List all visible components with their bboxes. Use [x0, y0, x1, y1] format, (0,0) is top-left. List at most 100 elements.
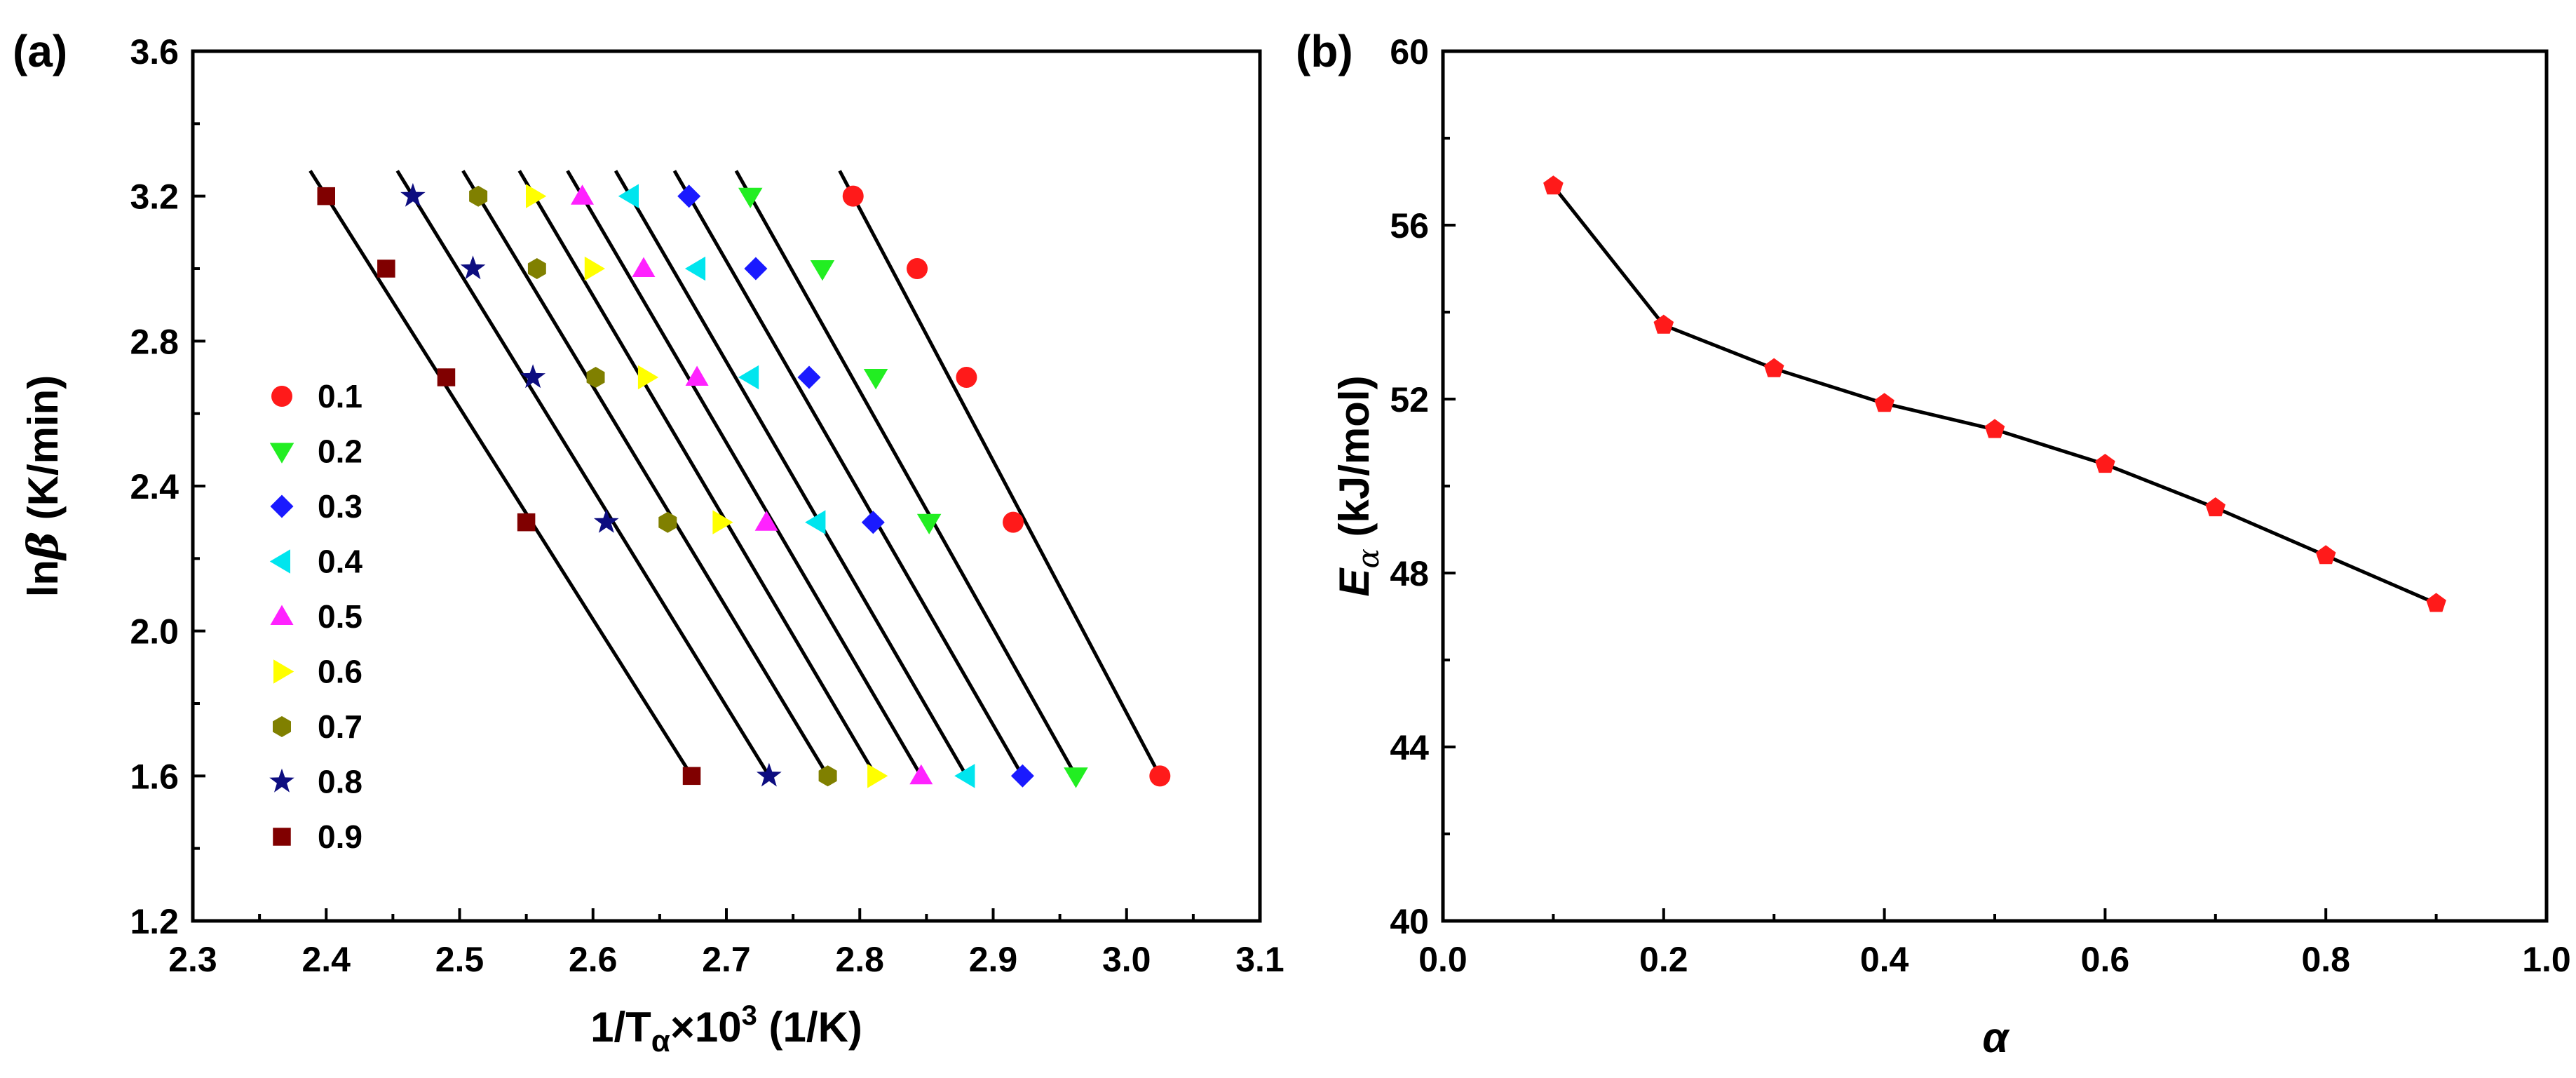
legend-label-0.6: 0.6 [318, 654, 362, 690]
point-0.5 [685, 365, 709, 386]
panel-b-y-tick-label: 52 [1390, 380, 1429, 419]
point-0.6 [637, 365, 659, 390]
panel-b-y-tick-label: 56 [1390, 206, 1429, 245]
panel-b-y-tick-label: 48 [1390, 554, 1429, 593]
point-0.1 [1003, 511, 1024, 533]
point-0.4 [805, 510, 826, 534]
point-0.8 [757, 762, 782, 787]
panel-a-points [317, 182, 1171, 788]
panel-a-y-tick-label: 2.4 [130, 467, 179, 506]
point-0.1 [907, 258, 928, 279]
panel-a-x-tick-label: 2.9 [969, 940, 1018, 979]
point-0.9 [377, 260, 395, 278]
point-0.6 [712, 510, 733, 534]
fit-line-0.1 [838, 170, 1162, 777]
fit-line-0.5 [566, 170, 923, 777]
legend-marker-0.8 [269, 768, 294, 793]
panel-a-y-tick-label: 3.2 [130, 177, 179, 217]
point-0.2 [810, 260, 835, 281]
ea-point [2095, 454, 2115, 473]
panel-a-y-tick-label: 2.0 [130, 612, 179, 652]
point-0.9 [437, 368, 456, 386]
panel-b-x-tick-label: 0.0 [1418, 940, 1467, 979]
point-0.1 [956, 367, 977, 388]
ea-point [2205, 497, 2226, 517]
point-0.5 [571, 184, 594, 205]
point-0.2 [1064, 767, 1088, 788]
legend-marker-0.3 [270, 494, 294, 518]
point-0.1 [842, 185, 864, 207]
panel-a-y-tick-label: 1.2 [130, 902, 179, 941]
point-0.9 [317, 187, 335, 206]
point-0.4 [684, 256, 706, 281]
ea-point [1653, 314, 1674, 334]
panel-b-x-tick-label: 0.4 [1860, 940, 1909, 979]
panel-a-y-tick-label: 3.6 [130, 32, 179, 72]
point-0.7 [469, 185, 488, 207]
legend-label-0.9: 0.9 [318, 818, 362, 855]
panel-a-x-tick-label: 2.7 [702, 940, 751, 979]
legend-marker-0.4 [269, 549, 290, 574]
fit-line-0.3 [672, 170, 1024, 777]
point-0.4 [738, 365, 759, 390]
fit-line-0.4 [614, 170, 968, 777]
ea-point [1984, 419, 2005, 438]
panel-a-fit-lines [309, 170, 1162, 777]
legend-marker-0.5 [270, 605, 294, 625]
panel-a-x-tick-label: 3.0 [1102, 940, 1151, 979]
ea-point [1543, 175, 1564, 195]
point-0.3 [744, 257, 768, 281]
point-0.8 [460, 255, 486, 280]
ea-point [2426, 593, 2446, 612]
panel-b-x-tick-label: 0.8 [2301, 940, 2350, 979]
legend-label-0.7: 0.7 [318, 708, 362, 745]
point-0.6 [584, 256, 605, 281]
point-0.5 [909, 764, 933, 785]
point-0.7 [818, 765, 837, 787]
ea-point [2315, 545, 2336, 565]
panel-b-y-tick-label: 60 [1390, 32, 1429, 72]
legend-marker-0.9 [273, 828, 291, 846]
legend-label-0.5: 0.5 [318, 598, 362, 635]
panel-a-y-tick-label: 1.6 [130, 757, 179, 796]
panel-a-y-axis-title: lnβ (K/min) [19, 375, 68, 597]
point-0.9 [682, 767, 701, 786]
point-0.3 [861, 511, 885, 534]
panel-b-y-tick-label: 40 [1390, 902, 1429, 941]
panel-a-x-tick-label: 2.5 [435, 940, 484, 979]
legend-marker-0.1 [271, 386, 292, 407]
panel-b-x-tick-label: 1.0 [2522, 940, 2571, 979]
panel-b-ticks: 0.0 0.2 0.4 0.6 0.8 1.0 40 44 48 52 56 60 [1390, 32, 2570, 979]
point-0.7 [586, 367, 605, 388]
panel-b-y-tick-label: 44 [1390, 728, 1429, 767]
panel-a-x-tick-label: 2.4 [301, 940, 351, 979]
panel-b-points [1543, 175, 2446, 612]
point-0.7 [527, 258, 546, 279]
panel-b-y-axis-title: Eα (kJ/mol) [1331, 375, 1385, 596]
ea-point [1874, 393, 1894, 412]
fit-line-0.7 [461, 170, 829, 777]
point-0.5 [754, 511, 778, 531]
legend-marker-0.2 [269, 443, 294, 464]
panel-b-plot-frame [1441, 49, 2549, 923]
panel-a-ticks: 2.3 2.4 2.5 2.6 2.7 2.8 2.9 3.0 3.1 1.2 1.6 2.0 2.4 2… [130, 32, 1284, 979]
point-0.6 [526, 184, 547, 208]
panel-a-label: (a) [13, 26, 67, 76]
point-0.1 [1149, 765, 1171, 787]
point-0.5 [632, 257, 656, 277]
panel-b-x-tick-label: 0.2 [1639, 940, 1688, 979]
fit-line-0.9 [309, 170, 693, 777]
point-0.7 [658, 511, 677, 533]
legend-label-0.8: 0.8 [318, 764, 362, 800]
legend-label-0.1: 0.1 [318, 378, 362, 415]
point-0.4 [954, 764, 975, 788]
panel-b-label: (b) [1296, 26, 1353, 76]
legend-marker-0.7 [273, 716, 291, 737]
panel-a-x-tick-label: 2.3 [168, 940, 217, 979]
point-0.2 [863, 369, 888, 390]
point-0.2 [738, 187, 763, 208]
point-0.4 [618, 184, 639, 208]
point-0.9 [517, 513, 536, 532]
panel-a: (a) 2.3 2.4 2.5 2.6 2.7 2.8 2.9 3.0 3.1 1.2 1.6 2.0… [13, 26, 1284, 1058]
point-0.2 [916, 513, 942, 534]
